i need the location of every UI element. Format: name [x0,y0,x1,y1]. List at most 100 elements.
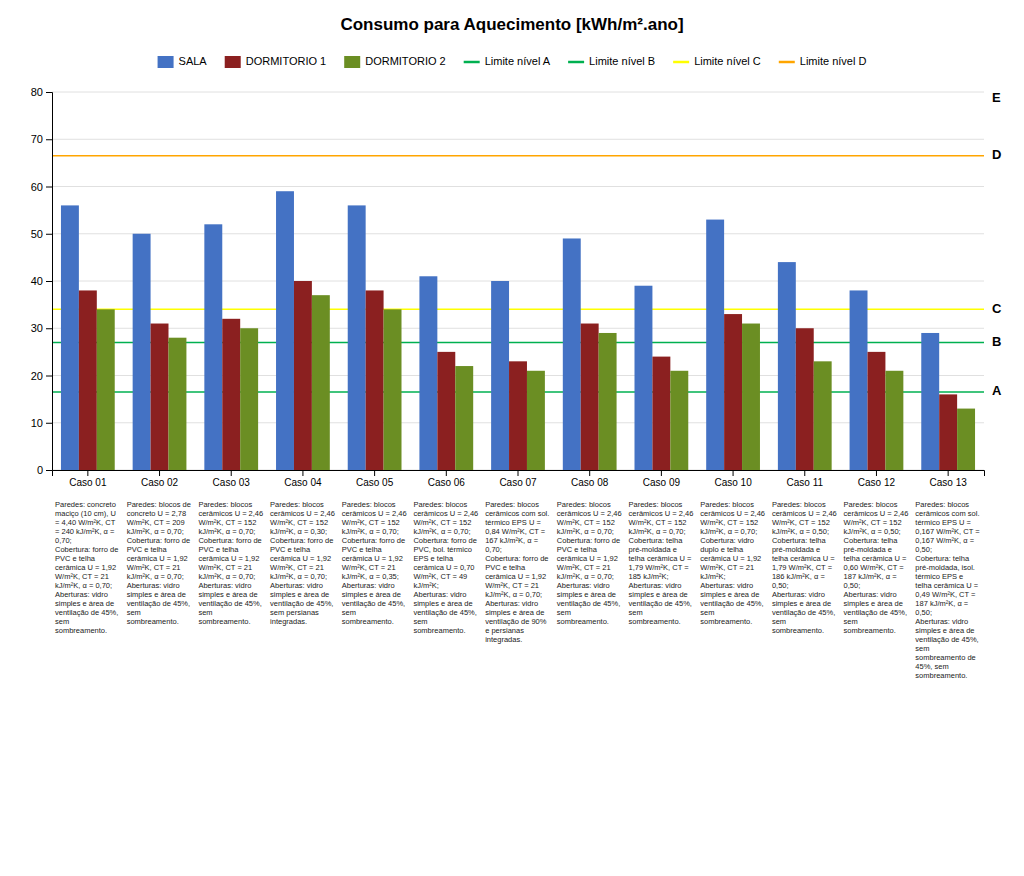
annotation: Paredes: blocos cerâmicos com sol. térmi… [485,500,551,644]
chart-root: 01020304050607080Caso 01Caso 02Caso 03Ca… [0,0,1024,876]
y-tick-mark [46,328,52,329]
x-tick-label: Caso 09 [643,477,681,488]
legend-swatch [344,56,360,68]
reference-line [52,309,984,311]
bar [366,290,384,470]
bar [670,371,688,470]
bar [384,309,402,470]
x-tick-mark [302,470,303,476]
x-tick: Caso 07 [499,470,537,488]
bar [563,238,581,470]
legend-label: Limite nível B [589,55,655,67]
bar [312,295,330,470]
x-tick-label: Caso 05 [356,477,394,488]
bar [419,276,437,470]
y-tick-mark [46,139,52,140]
x-tick-mark [446,470,447,476]
legend-label: Limite nível C [694,55,761,67]
legend-label: Limite nível A [485,55,551,67]
x-tick: Caso 06 [428,470,466,488]
x-tick: Caso 04 [284,470,322,488]
x-tick-mark [948,470,949,476]
bar [796,328,814,470]
x-tick: Caso 12 [858,470,896,488]
bar [957,409,975,470]
bar [885,371,903,470]
x-tick: Caso 03 [213,470,251,488]
x-axis: Caso 01 Caso 02 Caso 03 Caso 04 Caso 05 Caso … [53,470,985,488]
x-tick-mark [518,470,519,476]
chart-title: Consumo para Aquecimento [kWh/m².ano] [340,15,683,34]
legend-label: DORMITORIO 1 [246,55,326,67]
x-tick-mark [159,470,160,476]
legend-swatch [779,61,795,64]
y-tick-mark [46,92,52,93]
annotation: Paredes: blocos cerâmicos U = 2,46 W/m²K… [198,500,264,626]
bar [455,366,473,470]
y-tick: 80 [31,86,52,98]
x-tick: Caso 05 [356,470,394,488]
axis-domain [53,471,985,477]
legend-label: DORMITORIO 2 [365,55,445,67]
bar [222,319,240,470]
bar [814,361,832,470]
x-tick-label: Caso 03 [213,477,251,488]
plot-area [52,156,984,470]
bar [868,352,886,470]
bar [742,324,760,470]
y-tick-label: 20 [31,370,43,382]
legend-label: Limite nível D [800,55,867,67]
legend-item: Limite nível A [464,55,551,67]
bar-series [61,191,939,470]
y-tick-mark [46,470,52,471]
x-tick: Caso 02 [141,470,179,488]
x-tick-mark [876,470,877,476]
annotation: Paredes: blocos cerâmicos U = 2,46 W/m²K… [270,500,336,626]
x-tick-label: Caso 04 [284,477,322,488]
legend-item: SALA [158,55,208,68]
annotation: Paredes: concreto maciço (10 cm), U = 4,… [55,500,121,635]
grid-line [52,233,984,234]
y-tick-mark [46,281,52,282]
grid-line [52,139,984,140]
y-tick: 10 [31,417,52,429]
x-tick-label: Caso 12 [858,477,896,488]
annotation: Paredes: blocos cerâmicos U = 2,46 W/m²K… [700,500,766,626]
y-tick-mark [46,234,52,235]
level-label: A [992,383,1002,398]
bar [204,224,222,470]
bar-series [97,295,975,470]
legend-swatch [225,56,241,68]
grid-line [52,328,984,329]
bar [437,352,455,470]
chart-svg: 01020304050607080Caso 01Caso 02Caso 03Ca… [0,0,1024,876]
grid [52,92,984,470]
level-label: E [992,90,1001,105]
bar [97,309,115,470]
x-tick-mark [87,470,88,476]
x-tick-mark [231,470,232,476]
bar [79,290,97,470]
level-label: D [992,147,1001,162]
annotation: Paredes: blocos cerâmicos U = 2,46 W/m²K… [772,500,838,635]
bar-series [79,281,957,470]
axis-domain [46,93,53,471]
bar [635,286,653,470]
legend-swatch [673,61,689,64]
x-tick: Caso 13 [930,470,968,488]
y-tick-label: 40 [31,275,43,287]
x-tick-label: Caso 10 [714,477,752,488]
bar [921,333,939,470]
bar [706,220,724,470]
x-tick: Caso 10 [714,470,752,488]
bar [652,357,670,470]
y-tick-label: 50 [31,228,43,240]
legend-swatch [158,56,174,68]
level-label: B [992,334,1001,349]
legend: SALA DORMITORIO 1 DORMITORIO 2 Limite nível… [158,55,867,68]
x-tick-mark [374,470,375,476]
x-tick: Caso 01 [69,470,107,488]
x-tick-label: Caso 06 [428,477,466,488]
x-tick-mark [804,470,805,476]
annotation: Paredes: blocos de concreto U = 2,78 W/m… [127,500,193,626]
